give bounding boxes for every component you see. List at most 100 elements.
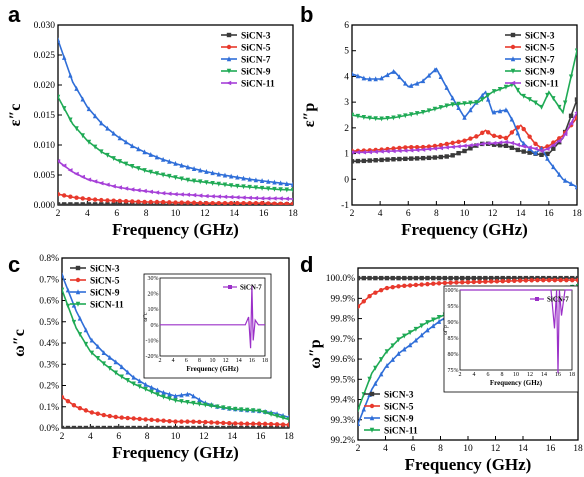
data-point <box>92 197 98 202</box>
data-point <box>284 181 290 187</box>
data-point <box>431 281 436 286</box>
data-point <box>485 141 491 146</box>
data-point <box>545 151 550 157</box>
data-point <box>233 425 238 428</box>
y-tick-label: 0.6% <box>39 297 59 307</box>
data-point <box>239 407 244 413</box>
data-point <box>444 141 449 147</box>
data-point <box>253 177 259 183</box>
data-point <box>474 134 479 139</box>
data-point <box>113 414 118 420</box>
data-point <box>480 130 485 136</box>
series-SiCN-5 <box>58 192 293 205</box>
data-point <box>215 404 220 410</box>
inset-legend-label: SiCN-7 <box>240 284 262 292</box>
data-point <box>167 158 172 164</box>
data-point <box>83 327 89 333</box>
data-point <box>409 156 414 161</box>
data-point <box>352 150 355 155</box>
data-point <box>444 145 449 150</box>
data-point <box>241 175 246 181</box>
x-tick-label: 6 <box>411 444 416 454</box>
x-tick-label: 12 <box>488 209 498 219</box>
data-point <box>86 177 92 182</box>
x-tick-label: 14 <box>516 209 526 219</box>
data-point <box>149 425 154 428</box>
data-point <box>154 171 160 177</box>
data-point <box>101 361 107 367</box>
data-point <box>58 37 61 43</box>
y-axis-label: ε″c <box>7 104 24 127</box>
data-point <box>557 104 562 110</box>
data-point <box>95 356 101 361</box>
data-point <box>503 135 509 141</box>
inset-x-tick-label: 8 <box>198 358 201 364</box>
inset-y-tick-label: 10% <box>148 307 159 313</box>
data-point <box>123 202 129 205</box>
data-point <box>131 416 136 421</box>
data-point <box>409 112 414 118</box>
x-tick-label: 16 <box>259 209 269 219</box>
inset-y-tick-label: -10% <box>146 338 159 344</box>
data-point <box>450 95 455 101</box>
data-point <box>284 196 290 201</box>
data-point <box>480 97 485 103</box>
data-point <box>204 201 209 205</box>
data-point <box>369 403 375 409</box>
legend-label: SiCN-5 <box>525 44 555 54</box>
data-point <box>414 147 420 153</box>
inset-y-axis-label: ω″p <box>443 325 449 334</box>
data-point <box>203 402 208 408</box>
data-point <box>262 410 268 416</box>
data-point <box>216 171 221 177</box>
data-point <box>173 393 178 399</box>
inset-x-tick-label: 14 <box>236 358 242 364</box>
data-point <box>148 151 153 157</box>
data-point <box>129 187 135 192</box>
data-point <box>173 419 178 424</box>
data-point <box>414 80 420 86</box>
data-point <box>384 275 390 281</box>
data-point <box>227 420 232 426</box>
data-point <box>65 287 71 293</box>
data-point <box>191 393 196 399</box>
data-point <box>155 392 160 398</box>
data-point <box>77 332 83 337</box>
legend: SiCN-3 SiCN-5 SiCN-7 SiCN-9 SiCN-11 <box>221 32 275 90</box>
data-point <box>551 164 556 170</box>
inset-y-tick-label: 80% <box>448 352 459 358</box>
data-point <box>509 145 515 150</box>
data-point <box>407 283 413 288</box>
data-point <box>80 202 85 205</box>
data-point <box>397 156 402 162</box>
legend-label: SiCN-9 <box>90 289 120 299</box>
data-point <box>155 387 160 393</box>
data-point <box>280 422 286 427</box>
data-point <box>191 200 197 205</box>
y-tick-label: 0.1% <box>39 403 59 413</box>
inset-x-tick-label: 14 <box>541 372 547 378</box>
data-point <box>384 285 390 291</box>
data-point <box>355 113 361 119</box>
y-tick-label: 0 <box>344 175 349 185</box>
data-point <box>62 394 65 400</box>
data-point <box>244 425 250 428</box>
x-tick-label: 18 <box>288 209 298 219</box>
data-point <box>436 281 442 286</box>
legend: SiCN-3 SiCN-5 SiCN-7 SiCN-9 SiCN-11 <box>505 32 559 90</box>
x-axis-label: Frequency (GHz) <box>401 220 528 239</box>
data-point <box>408 148 414 153</box>
data-point <box>191 419 196 424</box>
data-point <box>256 421 262 426</box>
data-point <box>271 196 277 201</box>
data-point <box>117 198 123 204</box>
data-point <box>191 178 197 184</box>
x-tick-label: 2 <box>56 209 61 219</box>
data-point <box>391 157 396 162</box>
data-point <box>77 315 83 321</box>
series-SiCN-5 <box>358 277 578 309</box>
data-point <box>250 421 256 426</box>
data-point <box>373 116 378 122</box>
data-point <box>432 146 438 151</box>
